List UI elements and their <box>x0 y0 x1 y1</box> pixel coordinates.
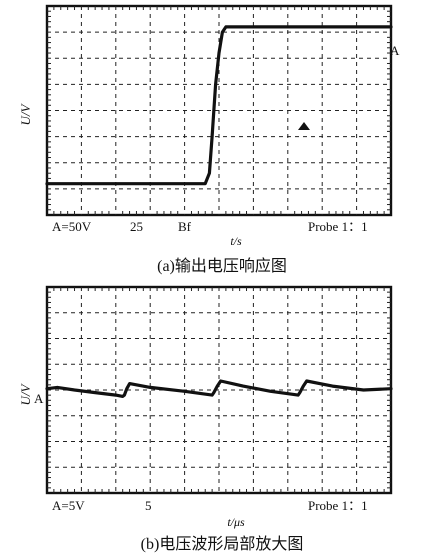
panel-a-probe: Probe 1：1 <box>308 219 368 234</box>
panel-b-x-axis-label: t/μs <box>227 515 245 529</box>
panel-a-channel-marker: A <box>390 43 400 58</box>
panel-b-voltage-zoom: U/V A A=5V 5 Probe 1：1 t/μs (b)电压波形局部放大图 <box>18 285 393 553</box>
panel-b-probe: Probe 1：1 <box>308 498 368 513</box>
panel-a-cursor-marker-icon <box>298 122 310 130</box>
panel-a-trigger: Bf <box>178 219 192 234</box>
panel-b-axis-ticks <box>47 287 391 493</box>
panel-b-channel-marker: A <box>34 391 44 406</box>
panel-a-timebase: 25 <box>130 219 143 234</box>
panel-b-grid <box>47 287 391 493</box>
panel-a-voltage-trace <box>45 25 393 186</box>
panel-b-caption: (b)电压波形局部放大图 <box>141 535 304 553</box>
panel-a-axis-ticks <box>47 6 391 215</box>
panel-a-x-axis-label: t/s <box>230 234 242 248</box>
panel-b-voltage-trace <box>45 379 393 398</box>
panel-a-caption: (a)输出电压响应图 <box>157 256 287 275</box>
panel-a-output-voltage: U/V A A=50V 25 Bf Probe 1：1 t/s (a)输出电压响… <box>18 4 400 275</box>
panel-b-timebase: 5 <box>145 498 152 513</box>
panel-a-volts-per-div: A=50V <box>52 219 92 234</box>
panel-b-volts-per-div: A=5V <box>52 498 85 513</box>
panel-a-y-axis-label: U/V <box>18 102 33 125</box>
panel-b-y-axis-label: U/V <box>18 382 33 405</box>
